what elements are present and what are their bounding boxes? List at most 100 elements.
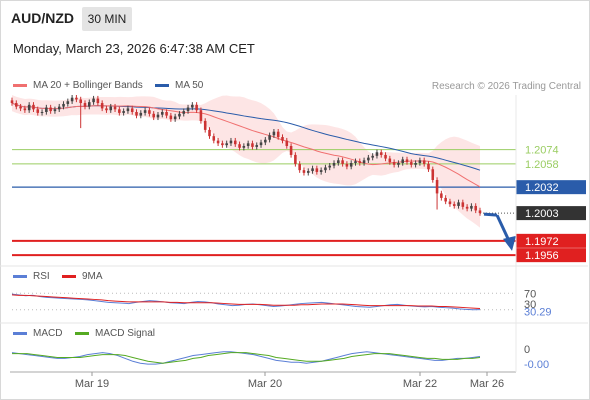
candle-body <box>303 170 306 173</box>
rsi-current-label: 30.29 <box>524 307 552 319</box>
candle-body <box>341 160 344 164</box>
candle-body <box>71 98 74 102</box>
candle-body <box>109 107 112 111</box>
resistance-label-2: 1.2058 <box>525 159 559 171</box>
x-tick-label: Mar 22 <box>403 378 437 390</box>
candle-body <box>122 111 125 113</box>
current-price-label: 1.2003 <box>525 208 559 220</box>
candle-body <box>49 108 52 112</box>
candle-body <box>182 111 185 114</box>
candle-body <box>24 108 27 110</box>
candle-body <box>58 107 61 110</box>
candle-body <box>294 155 297 164</box>
candle-body <box>273 132 276 136</box>
candle-body <box>247 143 250 146</box>
candle-body <box>431 169 434 180</box>
candle-body <box>453 204 456 206</box>
candle-body <box>470 206 473 209</box>
candle-body <box>204 121 207 130</box>
candle-body <box>230 141 233 144</box>
candle-body <box>92 99 95 103</box>
candle-body <box>251 143 254 147</box>
rsi-ma-line <box>12 295 480 309</box>
candle-body <box>105 108 108 110</box>
candle-body <box>36 109 39 113</box>
candle-body <box>367 158 370 161</box>
candle-body <box>187 108 190 112</box>
candle-body <box>28 105 31 110</box>
candle-body <box>419 160 422 163</box>
candle-body <box>19 107 22 109</box>
candle-body <box>281 137 284 141</box>
macd-zero-label: 0 <box>524 344 530 356</box>
candle-body <box>178 114 181 117</box>
candle-body <box>140 113 143 116</box>
candle-body <box>243 146 246 148</box>
candle-body <box>333 163 336 166</box>
candle-body <box>84 103 87 107</box>
candle-body <box>389 159 392 163</box>
pivot-label: 1.2032 <box>525 182 559 194</box>
candle-body <box>423 160 426 164</box>
x-tick-label: Mar 19 <box>75 378 109 390</box>
candle-body <box>144 110 147 113</box>
candle-body <box>208 130 211 136</box>
candle-body <box>191 105 194 108</box>
candle-body <box>157 115 160 118</box>
candle-body <box>101 103 104 108</box>
candle-body <box>213 136 216 140</box>
candle-body <box>363 160 366 163</box>
macd-current-label: -0.00 <box>524 359 549 371</box>
candle-body <box>165 112 168 116</box>
candle-body <box>286 141 289 146</box>
candle-body <box>380 152 383 155</box>
candle-body <box>462 202 465 206</box>
candle-body <box>384 155 387 159</box>
candle-body <box>221 143 224 145</box>
candle-body <box>401 159 404 163</box>
candle-body <box>337 160 340 163</box>
candle-body <box>328 166 331 168</box>
candle-body <box>397 163 400 165</box>
candle-body <box>307 171 310 173</box>
support-label-1: 1.1972 <box>525 236 559 248</box>
candle-body <box>11 100 14 103</box>
candle-body <box>346 164 349 167</box>
candle-body <box>88 102 91 106</box>
candle-body <box>127 108 130 111</box>
candle-body <box>62 104 65 107</box>
candle-body <box>479 210 482 213</box>
x-tick-label: Mar 26 <box>470 378 504 390</box>
candle-body <box>290 146 293 155</box>
support-label-2: 1.1956 <box>525 250 559 262</box>
candle-body <box>148 110 151 114</box>
forecast-arrow-stem <box>484 214 497 215</box>
resistance-label-1: 1.2074 <box>525 145 559 157</box>
candle-body <box>135 112 138 116</box>
forecast-arrow-shaft <box>497 215 509 241</box>
rsi-line <box>12 294 480 310</box>
candle-body <box>54 109 57 111</box>
candle-body <box>170 116 173 120</box>
candle-body <box>354 161 357 163</box>
candle-body <box>114 107 117 110</box>
candle-body <box>67 101 70 104</box>
candle-body <box>371 156 374 158</box>
candle-body <box>264 140 267 143</box>
forecast-arrow-head <box>503 236 516 251</box>
candle-body <box>466 207 469 209</box>
candle-body <box>350 163 353 167</box>
candle-body <box>410 162 413 165</box>
candle-body <box>45 108 48 112</box>
candle-body <box>320 170 323 172</box>
candle-body <box>195 105 198 110</box>
candle-body <box>324 167 327 170</box>
candle-body <box>277 132 280 137</box>
candle-body <box>449 201 452 204</box>
candle-body <box>457 202 460 206</box>
candle-body <box>376 152 379 156</box>
candle-body <box>358 161 361 163</box>
candle-body <box>41 112 44 113</box>
candle-body <box>131 108 134 112</box>
